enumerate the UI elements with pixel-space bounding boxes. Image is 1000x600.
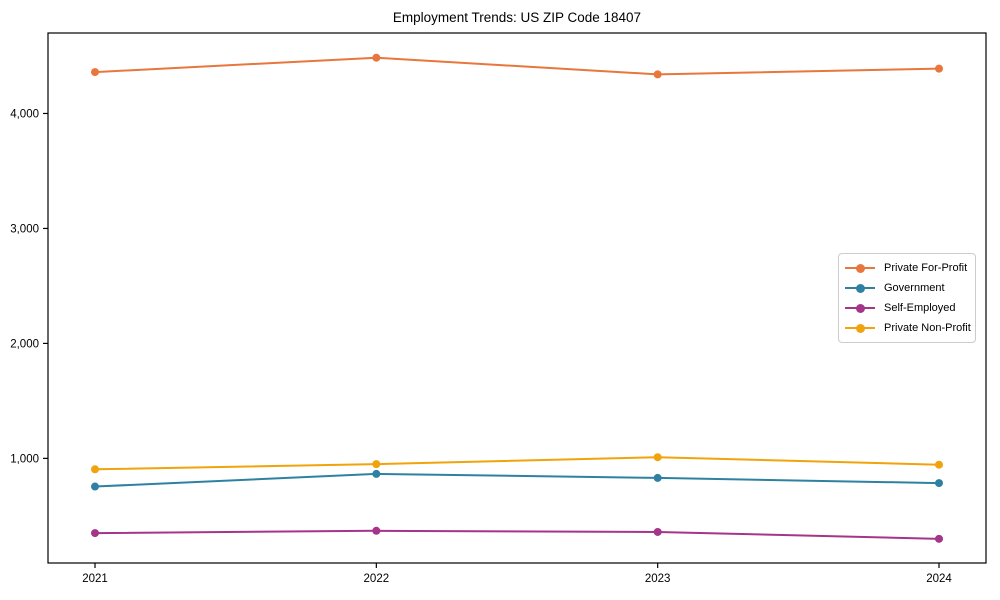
series-line-government (94, 472, 940, 488)
series-line-private-for-profit (94, 56, 940, 76)
legend-label: Self-Employed (884, 301, 956, 314)
series-point-private-non-profit-2024 (935, 460, 943, 469)
series-point-self-employed-2021 (91, 529, 99, 538)
series-point-government-2021 (91, 482, 99, 491)
series-line-private-non-profit (94, 456, 940, 471)
legend-item-self-employed: Self-Employed (845, 298, 969, 318)
legend-item-private-non-profit: Private Non-Profit (845, 318, 971, 338)
legend-label: Private Non-Profit (884, 321, 971, 334)
series-point-self-employed-2022 (372, 526, 381, 535)
x-tick-label: 2023 (645, 573, 671, 585)
chart-title: Employment Trends: US ZIP Code 18407 (393, 10, 641, 25)
series-line-self-employed (94, 529, 940, 540)
series-lines (91, 53, 943, 543)
series-point-government-2022 (372, 469, 381, 478)
x-tick-label: 2021 (82, 573, 108, 585)
legend-marker-self-employed (845, 303, 875, 313)
series-point-private-for-profit-2022 (372, 53, 381, 62)
y-tick-label: 2,000 (10, 338, 39, 350)
y-tick-label: 1,000 (10, 453, 39, 465)
legend-label: Private For-Profit (884, 261, 968, 274)
series-point-private-non-profit-2022 (372, 460, 381, 469)
legend-item-private-for-profit: Private For-Profit (845, 258, 969, 278)
series-point-private-non-profit-2021 (91, 465, 99, 474)
legend-marker-private-for-profit (845, 263, 875, 273)
series-point-self-employed-2024 (935, 534, 943, 543)
legend-item-government: Government (845, 278, 969, 298)
series-point-government-2023 (653, 473, 662, 482)
series-point-private-for-profit-2021 (91, 68, 99, 77)
y-tick-label: 3,000 (10, 223, 39, 235)
legend-label: Government (884, 281, 945, 294)
legend: Private For-Profit Government Self-Employe… (838, 253, 976, 343)
series-point-private-non-profit-2023 (653, 453, 662, 462)
legend-marker-private-non-profit (845, 323, 875, 333)
x-tick-label: 2022 (364, 573, 390, 585)
plot-frame (47, 32, 987, 564)
y-tick-label: 4,000 (10, 108, 39, 120)
series-point-government-2024 (935, 479, 943, 488)
legend-marker-government (845, 283, 875, 293)
series-point-private-for-profit-2023 (653, 70, 662, 79)
x-tick-label: 2024 (926, 573, 952, 585)
series-point-self-employed-2023 (653, 527, 662, 536)
series-point-private-for-profit-2024 (935, 64, 943, 73)
axes: 1,000 2,000 3,000 4,000 2021 2022 2023 2024 (10, 32, 987, 585)
